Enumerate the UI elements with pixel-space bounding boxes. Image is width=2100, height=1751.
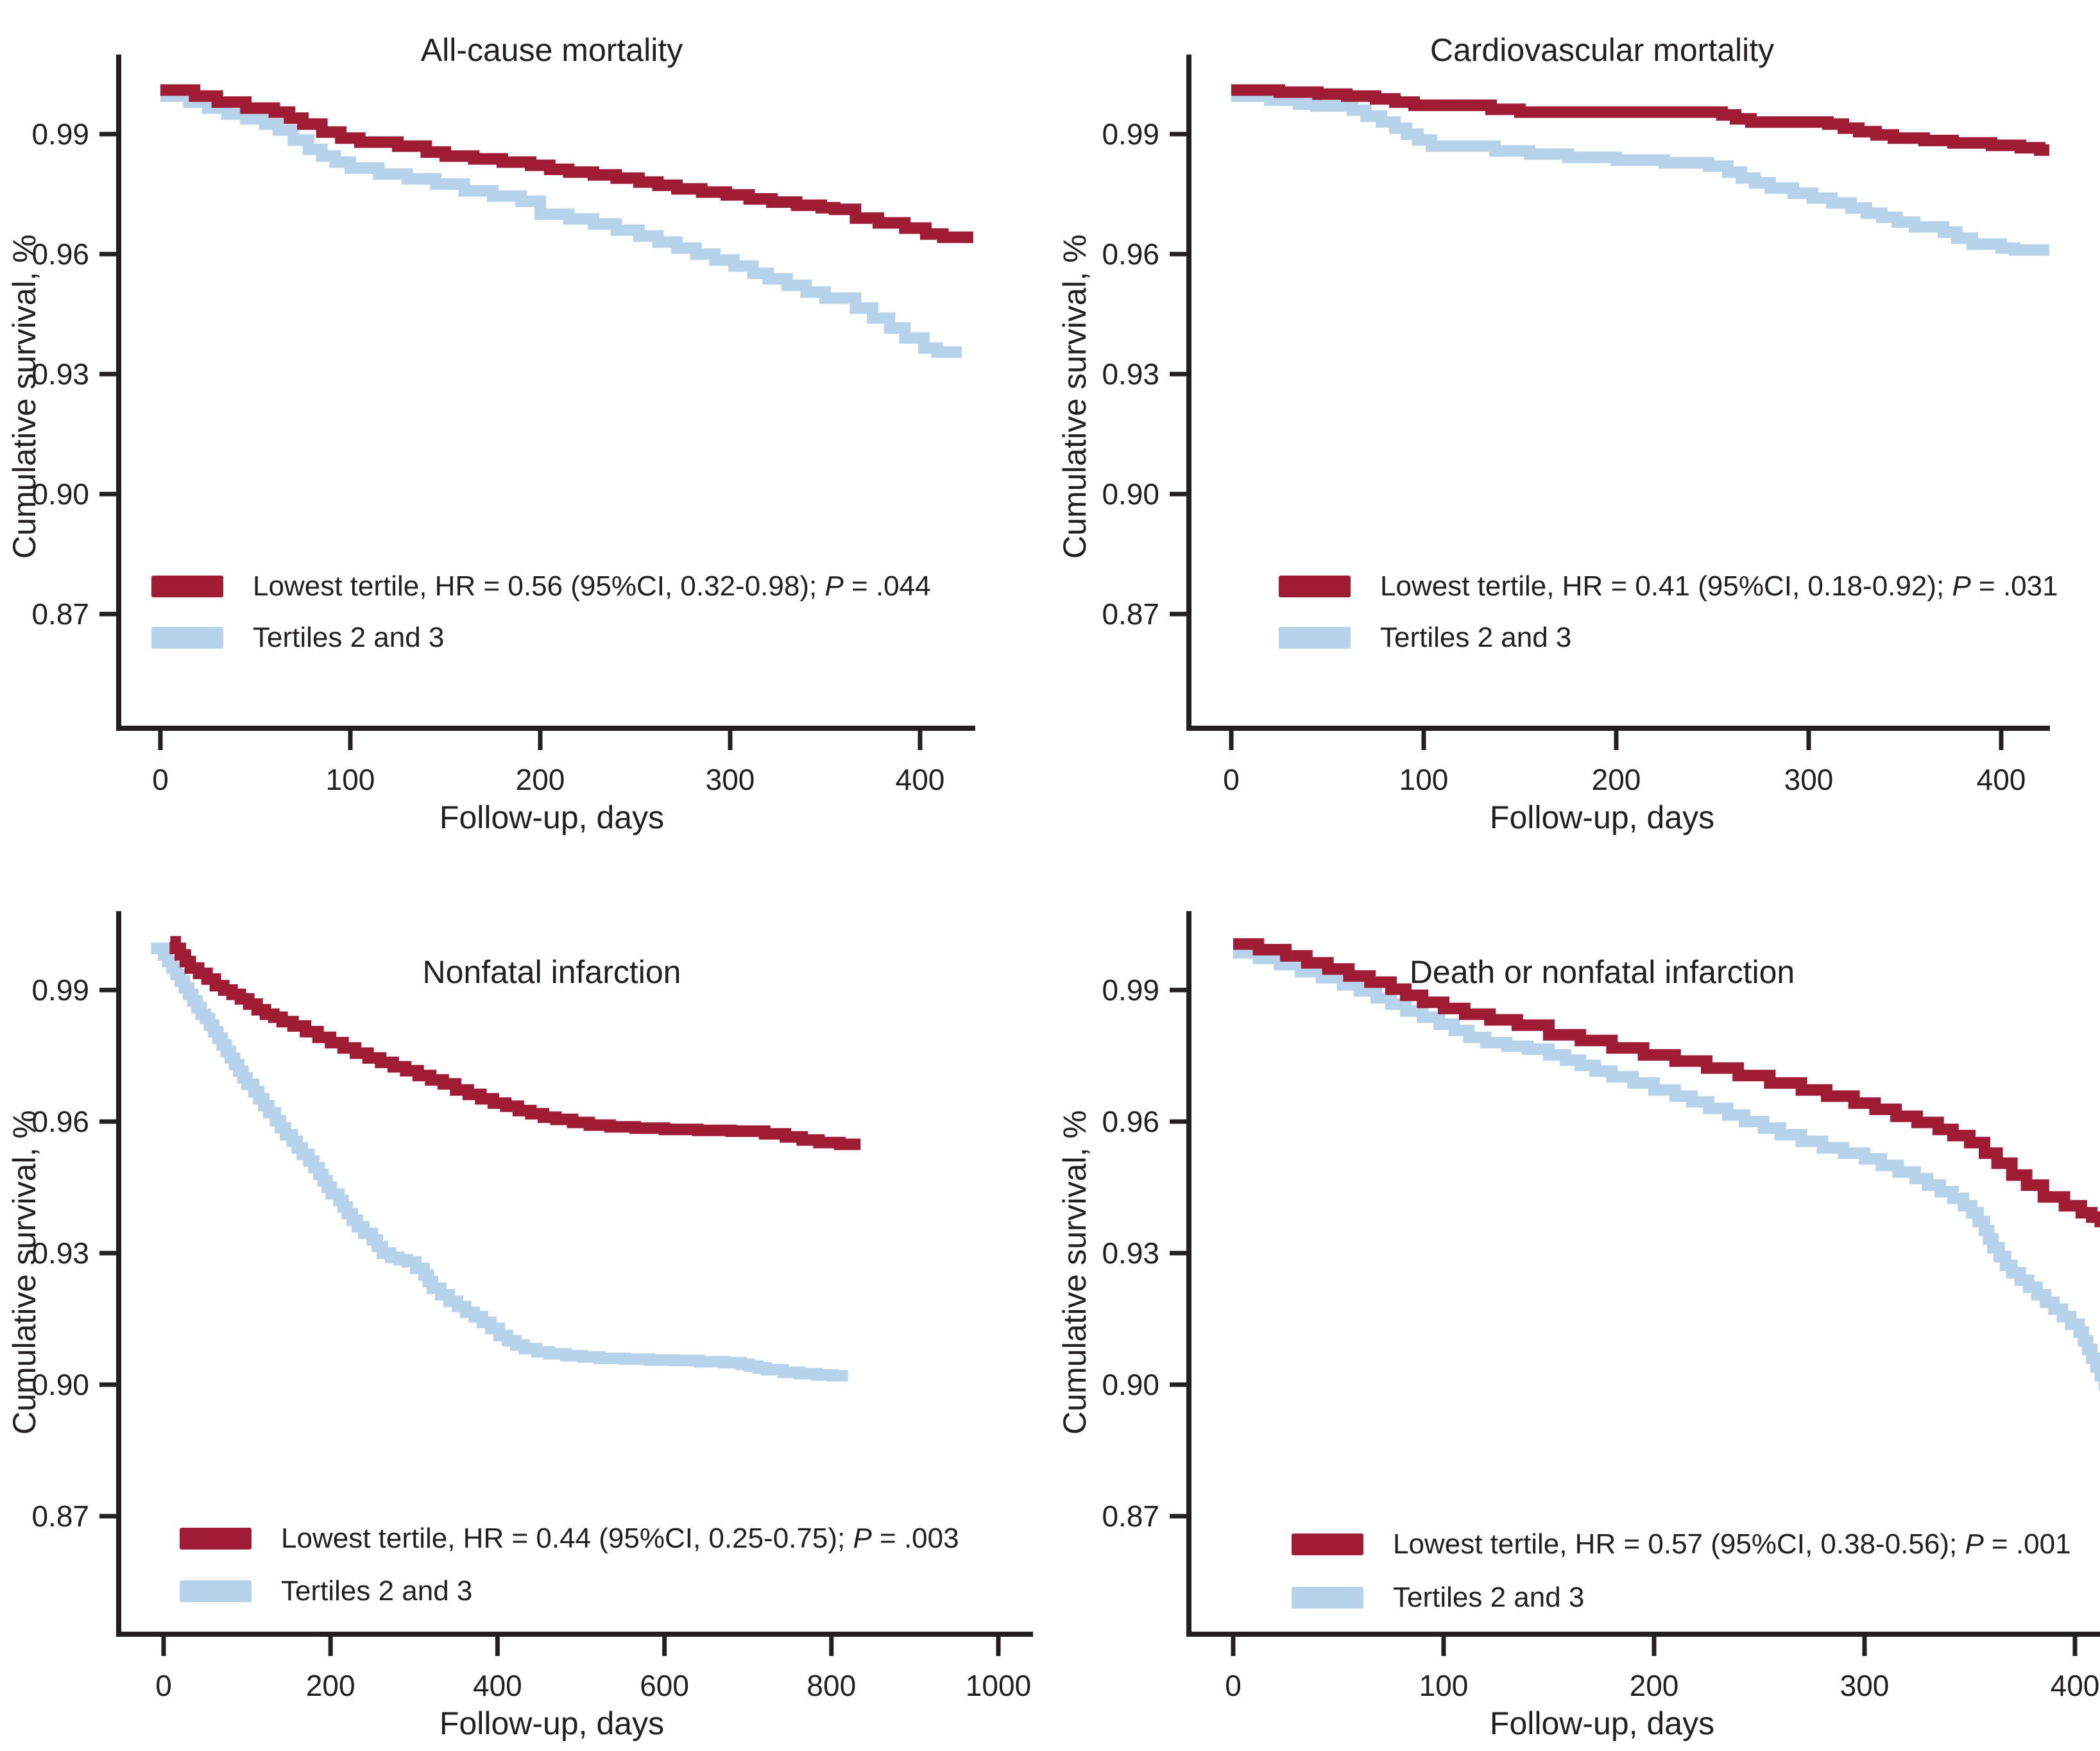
y-tick-label: 0.99 xyxy=(31,973,89,1007)
km-plot: 0.99 0.96 0.93 0.90 0.87 0 100 200 300 400 xyxy=(1102,911,2100,1702)
panel-cardiovascular-mortality: Cardiovascular mortality Cumulative surv… xyxy=(1050,0,2100,875)
y-tick-label: 0.96 xyxy=(1102,1105,1159,1138)
y-tick-label: 0.90 xyxy=(31,477,89,511)
panel-all-cause-mortality: All-cause mortality Cumulative survival,… xyxy=(0,0,1050,875)
y-tick-label: 0.96 xyxy=(31,237,89,271)
panel-nonfatal-infarction: Nonfatal infarction Cumulative survival,… xyxy=(0,876,1050,1751)
legend-swatch-tertiles-2-3 xyxy=(151,627,223,649)
legend-swatch-tertiles-2-3 xyxy=(180,1580,252,1602)
legend-label-lowest-tertile: Lowest tertile, HR = 0.57 (95%CI, 0.38-0… xyxy=(1393,1528,2071,1560)
y-tick-label: 0.90 xyxy=(31,1368,89,1401)
x-tick-label: 0 xyxy=(1225,1669,1242,1702)
legend-item-tertiles-2-3: Tertiles 2 and 3 xyxy=(151,622,444,654)
legend-item-lowest-tertile: Lowest tertile, HR = 0.44 (95%CI, 0.25-0… xyxy=(180,1523,959,1555)
y-tick-label: 0.90 xyxy=(1102,1368,1159,1401)
x-tick-label: 600 xyxy=(640,1669,689,1702)
y-tick-label: 0.87 xyxy=(31,597,89,631)
y-tick-label: 0.90 xyxy=(1102,477,1159,511)
legend-label-tertiles-2-3: Tertiles 2 and 3 xyxy=(281,1575,473,1607)
x-tick-label: 100 xyxy=(1399,763,1449,796)
legend-item-tertiles-2-3: Tertiles 2 and 3 xyxy=(1279,622,1571,654)
km-curve-tertiles-2-3 xyxy=(1231,90,2049,256)
legend-item-lowest-tertile: Lowest tertile, HR = 0.56 (95%CI, 0.32-0… xyxy=(151,570,931,602)
legend-label-tertiles-2-3: Tertiles 2 and 3 xyxy=(1393,1582,1585,1613)
x-tick-label: 200 xyxy=(306,1669,355,1702)
legend-swatch-lowest-tertile xyxy=(151,576,223,597)
panel-title: All-cause mortality xyxy=(420,31,683,68)
x-tick-label: 400 xyxy=(473,1669,522,1702)
km-curve-lowest-tertile xyxy=(169,935,861,1150)
x-tick-label: 200 xyxy=(1630,1669,1679,1702)
x-tick-label: 200 xyxy=(516,763,565,796)
legend-label-lowest-tertile: Lowest tertile, HR = 0.41 (95%CI, 0.18-0… xyxy=(1380,570,2058,602)
legend-swatch-lowest-tertile xyxy=(180,1528,252,1550)
x-tick-label: 300 xyxy=(1840,1669,1890,1702)
legend-item-lowest-tertile: Lowest tertile, HR = 0.41 (95%CI, 0.18-0… xyxy=(1279,570,2058,602)
x-tick-label: 1000 xyxy=(966,1669,1031,1702)
x-tick-label: 0 xyxy=(152,763,169,796)
x-tick-label: 300 xyxy=(1784,763,1834,796)
legend-item-tertiles-2-3: Tertiles 2 and 3 xyxy=(1292,1582,1584,1614)
panel-title: Death or nonfatal infarction xyxy=(1409,953,1795,990)
x-tick-label: 0 xyxy=(1223,763,1240,796)
y-tick-label: 0.93 xyxy=(1102,1236,1159,1270)
y-tick-label: 0.87 xyxy=(31,1499,89,1533)
legend-swatch-lowest-tertile xyxy=(1292,1533,1363,1555)
x-tick-label: 100 xyxy=(1419,1669,1469,1702)
y-tick-label: 0.99 xyxy=(1102,973,1159,1007)
legend-item-lowest-tertile: Lowest tertile, HR = 0.57 (95%CI, 0.38-0… xyxy=(1292,1528,2071,1560)
y-tick-label: 0.93 xyxy=(31,357,89,391)
x-tick-label: 300 xyxy=(706,763,755,796)
x-tick-label: 100 xyxy=(326,763,375,796)
y-tick-label: 0.93 xyxy=(31,1236,89,1270)
y-tick-label: 0.87 xyxy=(1102,597,1159,631)
km-plot: 0.99 0.96 0.93 0.90 0.87 0 100 200 300 400 xyxy=(31,55,975,796)
km-curve-tertiles-2-3 xyxy=(160,90,962,358)
y-tick-label: 0.96 xyxy=(1102,237,1159,271)
x-axis-label: Follow-up, days xyxy=(1489,799,1715,835)
legend-swatch-lowest-tertile xyxy=(1279,576,1351,597)
y-tick-label: 0.99 xyxy=(31,117,89,151)
x-axis-label: Follow-up, days xyxy=(439,1705,665,1741)
legend-label-lowest-tertile: Lowest tertile, HR = 0.44 (95%CI, 0.25-0… xyxy=(281,1523,959,1554)
x-tick-label: 400 xyxy=(2051,1669,2100,1702)
legend-item-tertiles-2-3: Tertiles 2 and 3 xyxy=(180,1575,472,1607)
km-curve-lowest-tertile xyxy=(1233,938,2100,1227)
km-curve-tertiles-2-3 xyxy=(1233,946,2100,1390)
legend-label-tertiles-2-3: Tertiles 2 and 3 xyxy=(253,622,445,653)
panel-title: Nonfatal infarction xyxy=(422,953,681,990)
km-curve-tertiles-2-3 xyxy=(151,943,848,1382)
panel-death-or-nonfatal-infarction: Death or nonfatal infarction Cumulative … xyxy=(1050,876,2100,1751)
legend-swatch-tertiles-2-3 xyxy=(1279,627,1351,649)
x-tick-label: 400 xyxy=(896,763,945,796)
x-tick-label: 400 xyxy=(1977,763,2026,796)
y-tick-label: 0.99 xyxy=(1102,117,1159,151)
y-tick-label: 0.93 xyxy=(1102,357,1159,391)
km-curve-lowest-tertile xyxy=(1231,84,2049,156)
x-tick-label: 200 xyxy=(1592,763,1641,796)
km-plot: 0.99 0.96 0.93 0.90 0.87 0 100 200 300 400 xyxy=(1102,55,2050,796)
x-axis-label: Follow-up, days xyxy=(1489,1705,1715,1741)
x-tick-label: 800 xyxy=(807,1669,856,1702)
x-tick-label: 0 xyxy=(155,1669,172,1702)
km-plot: 0.99 0.96 0.93 0.90 0.87 0 200 400 600 800 1000 xyxy=(31,911,1033,1702)
y-tick-label: 0.96 xyxy=(31,1105,89,1138)
legend-label-tertiles-2-3: Tertiles 2 and 3 xyxy=(1380,622,1572,653)
x-axis-label: Follow-up, days xyxy=(439,799,665,835)
legend-swatch-tertiles-2-3 xyxy=(1292,1587,1363,1609)
km-curve-lowest-tertile xyxy=(160,84,973,243)
legend-label-lowest-tertile: Lowest tertile, HR = 0.56 (95%CI, 0.32-0… xyxy=(253,570,931,602)
panel-title: Cardiovascular mortality xyxy=(1430,31,1775,68)
y-tick-label: 0.87 xyxy=(1102,1499,1159,1533)
